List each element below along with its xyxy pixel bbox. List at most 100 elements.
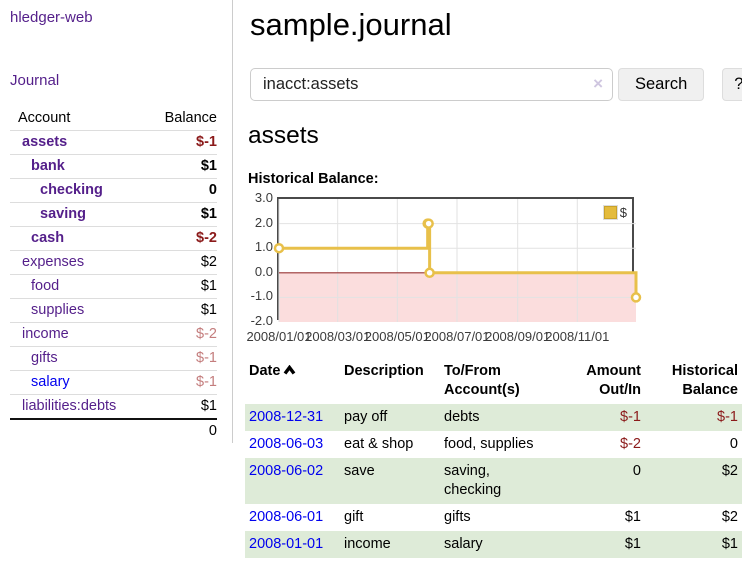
account-row-cash: cash $-2 <box>10 226 217 251</box>
transaction-description: save <box>344 463 375 479</box>
x-axis-tick-label: 2008/07/01 <box>424 329 490 344</box>
column-header-balance[interactable]: Historical Balance <box>671 363 738 398</box>
y-axis-tick-label: -2.0 <box>250 313 273 328</box>
account-link-food[interactable]: food <box>31 278 60 294</box>
clear-search-icon[interactable]: × <box>593 74 603 93</box>
register-row: 2008-06-01 gift gifts $1 $2 <box>245 504 742 531</box>
account-balance: $-2 <box>196 326 217 342</box>
account-heading: assets <box>248 122 319 149</box>
account-link-bank[interactable]: bank <box>31 158 65 174</box>
transaction-balance: 0 <box>729 436 738 452</box>
x-axis-tick-label: 2008/05/01 <box>364 329 430 344</box>
register-row: 2008-06-02 save saving, checking 0 $2 <box>245 458 742 504</box>
column-header-accounts[interactable]: To/From Account(s) <box>444 363 520 398</box>
account-link-income[interactable]: income <box>22 326 69 342</box>
transaction-date-link[interactable]: 2008-06-01 <box>249 509 324 525</box>
account-balance: $1 <box>200 206 217 222</box>
x-axis-tick-label: 2008/09/01 <box>485 329 551 344</box>
account-link-checking[interactable]: checking <box>40 182 103 198</box>
transaction-description: gift <box>344 509 364 525</box>
account-balance: $1 <box>200 158 217 174</box>
x-axis-tick-label: 2008/03/01 <box>305 329 371 344</box>
account-balance: $-1 <box>196 374 217 390</box>
account-balance: $1 <box>200 302 217 318</box>
transaction-balance: $2 <box>721 509 738 525</box>
page: hledger-web Journal Account Balance asse… <box>0 0 742 558</box>
account-balance: $2 <box>200 254 217 270</box>
transaction-balance: $2 <box>721 463 738 479</box>
transaction-accounts: food, supplies <box>444 436 534 452</box>
chart-plot-area: $ <box>273 197 642 322</box>
account-link-supplies[interactable]: supplies <box>31 302 85 318</box>
date-header-label: Date <box>249 363 281 379</box>
sidebar: hledger-web Journal Account Balance asse… <box>0 0 233 443</box>
search-input[interactable] <box>250 68 613 101</box>
transaction-accounts: gifts <box>444 509 471 525</box>
transaction-description: income <box>344 536 391 552</box>
account-row-food: food $1 <box>10 274 217 299</box>
transaction-date-link[interactable]: 2008-12-31 <box>249 409 324 425</box>
search-bar: × Search ? <box>250 68 742 101</box>
chart-title: Historical Balance: <box>248 171 379 187</box>
account-balance: 0 <box>208 182 217 198</box>
column-header-description[interactable]: Description <box>344 363 424 379</box>
register-table: Date Description To/From Account(s) Amou… <box>245 358 742 558</box>
transaction-balance: $-1 <box>717 409 738 425</box>
chart-canvas <box>273 199 642 322</box>
account-link-cash[interactable]: cash <box>31 230 65 246</box>
y-axis-tick-label: -1.0 <box>250 288 273 304</box>
register-row: 2008-12-31 pay off debts $-1 $-1 <box>245 404 742 431</box>
account-row-gifts: gifts $-1 <box>10 346 217 371</box>
account-link-salary[interactable]: salary <box>31 374 70 390</box>
account-row-bank: bank $1 <box>10 154 217 179</box>
register-row: 2008-01-01 income salary $1 $1 <box>245 531 742 558</box>
column-header-amount[interactable]: Amount Out/In <box>586 363 641 398</box>
account-row-income: income $-2 <box>10 322 217 347</box>
accounts-total-row: 0 <box>10 419 217 443</box>
transaction-amount: 0 <box>632 463 641 479</box>
account-row-saving: saving $1 <box>10 202 217 227</box>
page-title: sample.journal <box>250 7 452 42</box>
account-link-gifts[interactable]: gifts <box>31 350 58 366</box>
transaction-description: eat & shop <box>344 436 414 452</box>
y-axis-tick-label: 0.0 <box>254 263 273 279</box>
account-row-salary: salary $-1 <box>10 370 217 395</box>
main-content: sample.journal × Search ? assets Histori… <box>233 0 742 558</box>
sort-ascending-icon <box>283 363 296 382</box>
y-axis-tick-label: 3.0 <box>254 190 273 205</box>
account-link-expenses[interactable]: expenses <box>22 254 85 270</box>
transaction-amount: $-1 <box>620 409 641 425</box>
account-row-liabilities-debts: liabilities:debts $1 <box>10 394 217 420</box>
accounts-header-account: Account <box>18 110 71 126</box>
transaction-balance: $1 <box>721 536 738 552</box>
transaction-accounts: salary <box>444 536 483 552</box>
column-header-date[interactable]: Date <box>245 358 340 404</box>
account-link-liabilities-debts[interactable]: liabilities:debts <box>22 398 117 414</box>
brand-link[interactable]: hledger-web <box>10 9 93 26</box>
register-header-row: Date Description To/From Account(s) Amou… <box>245 358 742 404</box>
account-balance: $-2 <box>196 230 217 246</box>
x-axis-tick-label: 2008/01/01 <box>246 329 312 344</box>
historical-balance-chart: $ 3.0 2.0 1.0 0.0 -1.0 -2.0 2008/01/01 2008/03/… <box>245 191 742 344</box>
transaction-description: pay off <box>344 409 388 425</box>
y-axis-tick-label: 1.0 <box>254 239 273 255</box>
sidebar-item-journal[interactable]: Journal <box>10 72 60 89</box>
help-button[interactable]: ? <box>722 68 742 101</box>
transaction-accounts: saving, checking <box>444 463 502 498</box>
accounts-table: Account Balance assets $-1 bank $1 check… <box>10 107 217 443</box>
transaction-accounts: debts <box>444 409 480 425</box>
account-link-assets[interactable]: assets <box>22 134 68 150</box>
account-row-expenses: expenses $2 <box>10 250 217 275</box>
transaction-amount: $1 <box>624 536 641 552</box>
spacer <box>10 419 142 443</box>
transaction-date-link[interactable]: 2008-06-03 <box>249 436 324 452</box>
account-link-saving[interactable]: saving <box>40 206 86 222</box>
transaction-date-link[interactable]: 2008-06-02 <box>249 463 324 479</box>
legend-label: $ <box>619 205 627 220</box>
chart-legend: $ <box>602 204 628 221</box>
account-row-checking: checking 0 <box>10 178 217 203</box>
search-field-wrap: × <box>250 68 613 101</box>
search-button[interactable]: Search <box>618 68 705 101</box>
accounts-total-value: 0 <box>208 423 217 439</box>
transaction-date-link[interactable]: 2008-01-01 <box>249 536 324 552</box>
